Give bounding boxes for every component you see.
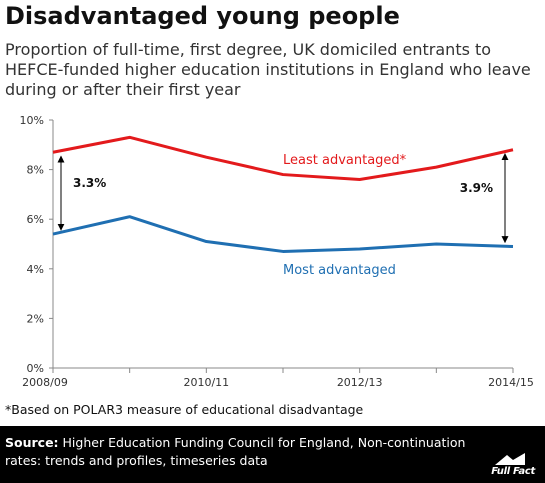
series-line-least-advantaged <box>52 135 514 182</box>
source-body: Higher Education Funding Council for Eng… <box>5 435 466 468</box>
x-tick-label: 2014/15 <box>488 376 534 389</box>
series-label-most-advantaged: Most advantaged <box>283 263 396 278</box>
full-fact-logo: Full Fact <box>491 466 535 477</box>
footnote: *Based on POLAR3 measure of educational … <box>5 402 364 417</box>
series-label-least-advantaged: Least advantaged* <box>283 153 407 168</box>
x-tick-label: 2010/11 <box>183 376 229 389</box>
gap-annotation: 3.3% <box>73 176 106 190</box>
full-fact-logo-icon <box>495 453 525 465</box>
series-line-most-advantaged <box>52 215 514 253</box>
source-label: Source: <box>5 435 59 450</box>
gap-annotation: 3.9% <box>460 181 493 195</box>
y-tick-label: 0% <box>27 362 44 375</box>
chart-title: Disadvantaged young people <box>5 2 400 30</box>
source-text: Source: Higher Education Funding Council… <box>5 434 485 470</box>
x-tick-label: 2008/09 <box>22 376 68 389</box>
y-tick-label: 6% <box>27 213 44 226</box>
line-chart: 0% 2% 4% 6% 8% 10% 2008/09 2010/11 2012/13 2014/1… <box>20 114 534 389</box>
y-tick-label: 8% <box>27 164 44 177</box>
y-tick-label: 2% <box>27 312 44 325</box>
x-tick-label: 2012/13 <box>337 376 383 389</box>
source-bar: Source: Higher Education Funding Council… <box>0 426 545 483</box>
y-tick-label: 10% <box>20 114 44 127</box>
y-tick-label: 4% <box>27 263 44 276</box>
chart-subtitle: Proportion of full-time, first degree, U… <box>5 40 531 99</box>
